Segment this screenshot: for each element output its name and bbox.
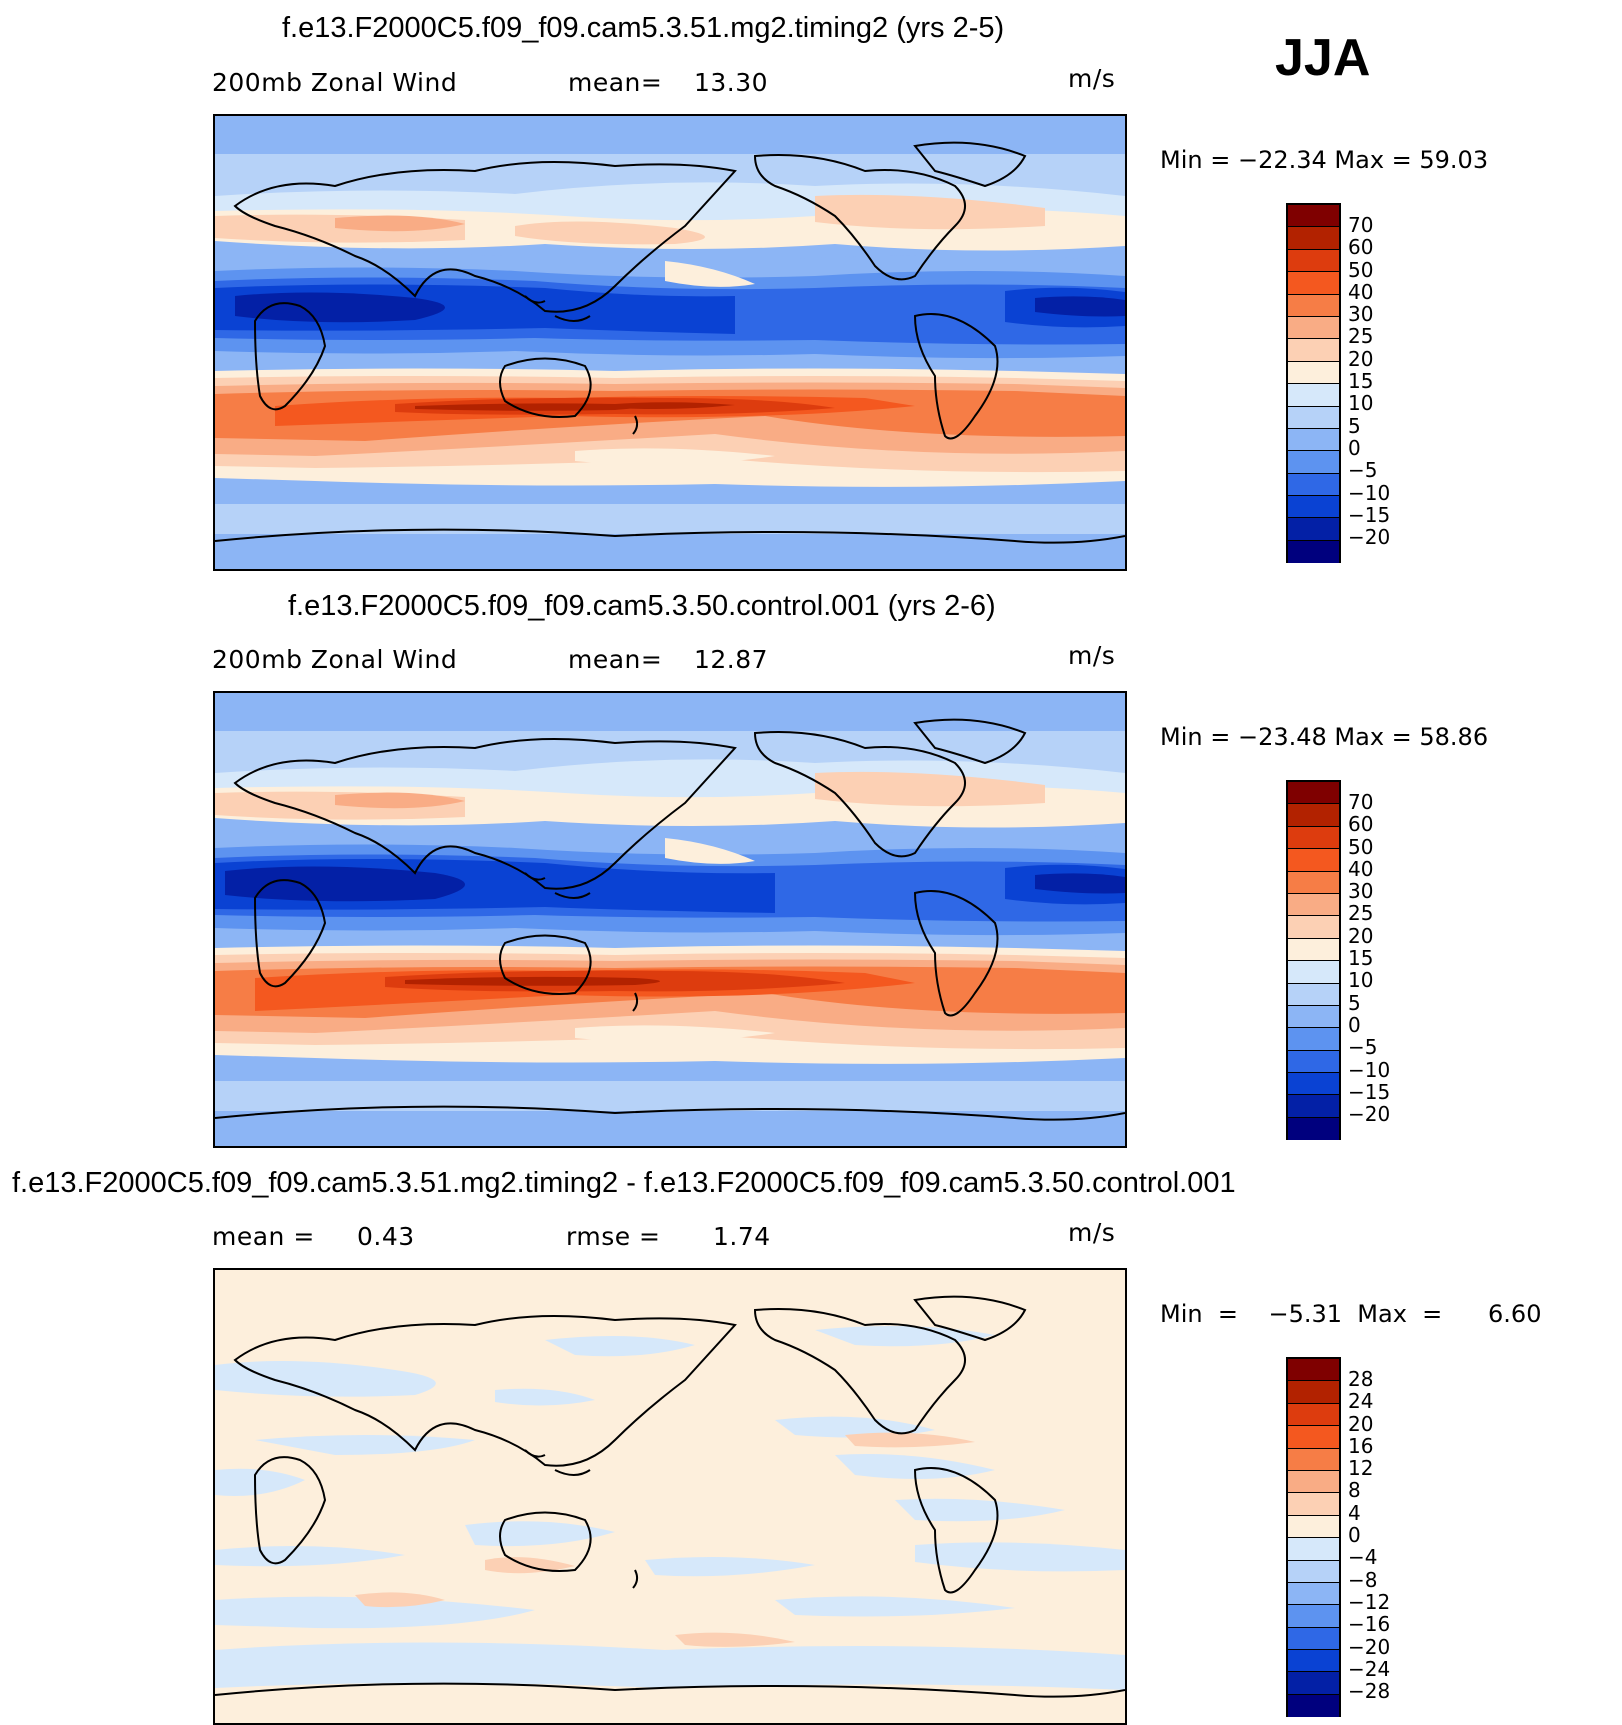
colorbar-label: 0 [1348,1012,1361,1037]
panel-3-map [213,1268,1127,1725]
panel-3-minmax: Min = −5.31 Max = 6.60 [1160,1300,1542,1328]
colorbar-label: 50 [1348,257,1374,282]
panel-2-variable-label: 200mb Zonal Wind [212,645,458,674]
panel-3-mean-label: mean = 0.43 [212,1222,415,1251]
colorbar-label: 70 [1348,213,1374,237]
panel-2-mean-label: mean= [568,645,663,674]
colorbar-label: −10 [1348,1057,1391,1082]
colorbar-label: 70 [1348,790,1374,814]
colorbar-label: −15 [1348,502,1391,527]
colorbar-label: 10 [1348,968,1374,993]
panel-1-units: m/s [1068,64,1116,93]
panel-2-minmax: Min = −23.48 Max = 58.86 [1160,723,1489,751]
panel-1-mean-label: mean= [568,68,663,97]
colorbar-label: −20 [1348,1102,1391,1127]
colorbar-label: 40 [1348,279,1374,304]
panel-2-title: f.e13.F2000C5.f09_f09.cam5.3.50.control.… [288,590,996,622]
colorbar-label: −5 [1348,458,1378,483]
panel-3-colorbar [1286,1357,1341,1718]
colorbar-label: 5 [1348,413,1361,438]
colorbar-label: 30 [1348,302,1374,327]
colorbar-label: 50 [1348,834,1374,859]
panel-1-colorbar-labels: 70 60 50 40 30 25 20 15 10 5 0 −5 −10 −1… [1348,213,1391,550]
panel-1-map [213,114,1127,571]
colorbar-label: −24 [1348,1656,1391,1681]
panel-3-colorbar-labels: 28 24 20 16 12 8 4 0 −4 −8 −12 −16 −20 −… [1348,1367,1391,1704]
colorbar-label: 8 [1348,1478,1361,1503]
panel-1-contour-field [215,116,1125,569]
panel-3-contour-field [215,1270,1125,1723]
colorbar-label: −10 [1348,480,1391,505]
panel-2-colorbar-labels: 70 60 50 40 30 25 20 15 10 5 0 −5 −10 −1… [1348,790,1391,1127]
colorbar-label: 16 [1348,1433,1374,1458]
colorbar-label: −15 [1348,1079,1391,1104]
colorbar-label: 4 [1348,1500,1361,1525]
colorbar-label: −16 [1348,1612,1391,1637]
panel-1-colorbar [1286,203,1341,564]
panel-2-map [213,691,1127,1148]
colorbar-label: 10 [1348,391,1374,416]
colorbar-label: 28 [1348,1367,1374,1391]
panel-3-units: m/s [1068,1218,1116,1247]
colorbar-label: −12 [1348,1589,1391,1614]
colorbar-label: 60 [1348,235,1374,260]
panel-2-units: m/s [1068,641,1116,670]
panel-2-colorbar [1286,780,1341,1141]
colorbar-label: −8 [1348,1567,1378,1592]
colorbar-label: 0 [1348,1523,1361,1548]
colorbar-label: 30 [1348,879,1374,904]
panel-1-variable-label: 200mb Zonal Wind [212,68,458,97]
colorbar-label: 25 [1348,901,1374,926]
colorbar-label: 20 [1348,923,1374,948]
colorbar-label: 24 [1348,1389,1374,1414]
colorbar-label: 25 [1348,324,1374,349]
panel-3-rmse-label: rmse = [566,1222,661,1251]
panel-3-title: f.e13.F2000C5.f09_f09.cam5.3.51.mg2.timi… [12,1167,1236,1199]
colorbar-label: −4 [1348,1545,1378,1570]
colorbar-label: 60 [1348,812,1374,837]
panel-2-mean-value: 12.87 [694,645,769,674]
panel-3-rmse-value: 1.74 [713,1222,771,1251]
colorbar-label: 5 [1348,990,1361,1015]
season-label: JJA [1275,29,1371,87]
colorbar-label: −20 [1348,525,1391,550]
panel-1-minmax: Min = −22.34 Max = 59.03 [1160,146,1489,174]
colorbar-label: 15 [1348,946,1374,971]
panel-1-title: f.e13.F2000C5.f09_f09.cam5.3.51.mg2.timi… [282,12,1005,44]
colorbar-label: 20 [1348,1411,1374,1436]
colorbar-label: 12 [1348,1456,1374,1481]
colorbar-label: −5 [1348,1035,1378,1060]
colorbar-label: 20 [1348,346,1374,371]
colorbar-label: 15 [1348,369,1374,394]
colorbar-label: −20 [1348,1634,1391,1659]
panel-2-contour-field [215,693,1125,1146]
panel-1-mean-value: 13.30 [694,68,769,97]
colorbar-label: 40 [1348,856,1374,881]
colorbar-label: −28 [1348,1679,1391,1704]
colorbar-label: 0 [1348,435,1361,460]
